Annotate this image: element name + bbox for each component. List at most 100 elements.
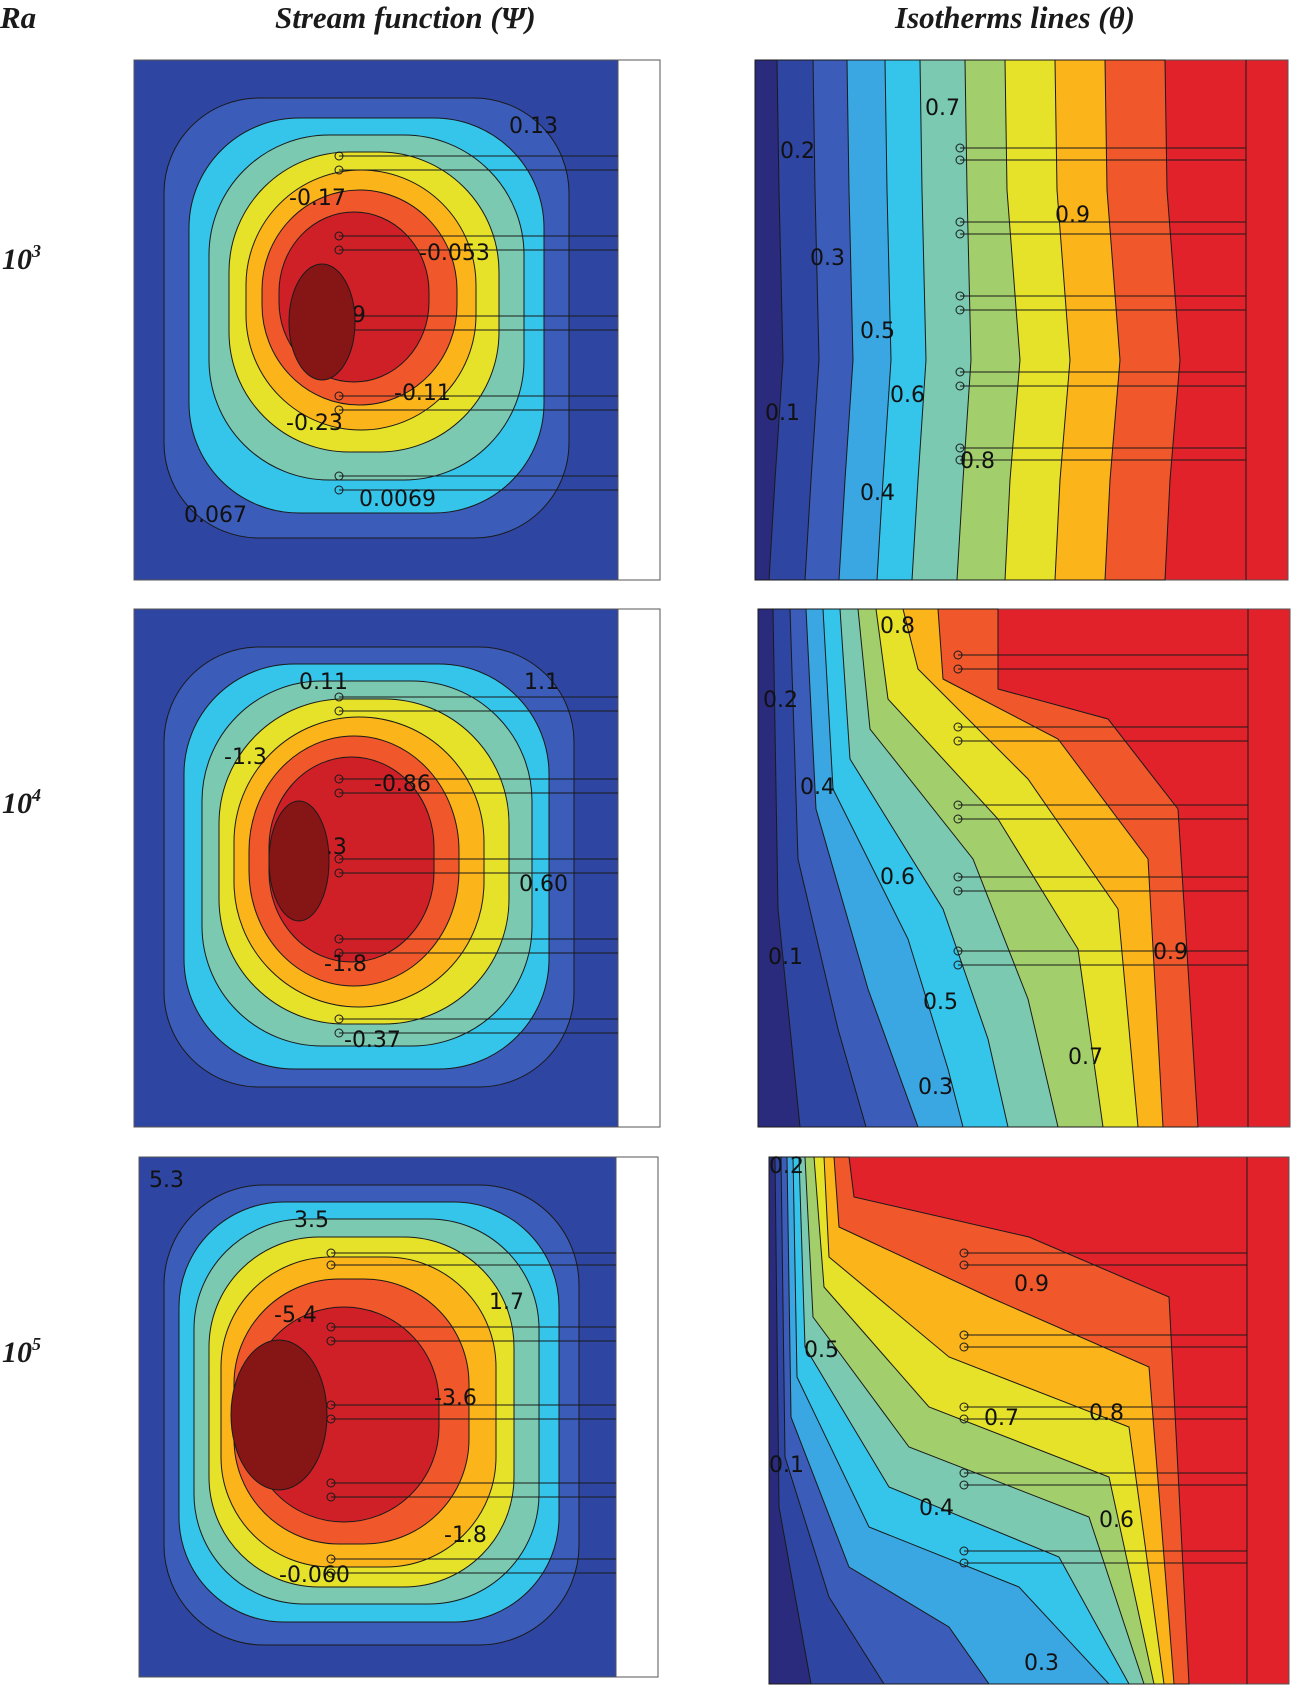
contour-label-7: 0.8 xyxy=(960,449,995,474)
contour-label-0: 0.13 xyxy=(509,114,558,139)
contour-label-6: 0.067 xyxy=(184,503,247,528)
streamline-head-9 xyxy=(953,960,963,970)
isotherm-band-0 xyxy=(768,1156,812,1685)
streamline-head-1 xyxy=(334,706,344,716)
contour-label-3: 0.3 xyxy=(810,246,845,271)
contour-core-1 xyxy=(268,800,330,922)
streamline-head-4 xyxy=(959,1402,969,1412)
contour-label-0: 0.2 xyxy=(769,1154,804,1179)
streamline-head-8 xyxy=(334,1014,344,1024)
contour-label-1: 0.2 xyxy=(763,688,798,713)
streamline-head-0 xyxy=(326,1248,336,1258)
contour-label-8: 0.3 xyxy=(1024,1651,1059,1676)
streamline-head-8 xyxy=(326,1554,336,1564)
streamline-head-0 xyxy=(334,151,344,161)
stream-plot-ra1e4: 0.111.1-1.3-0.86-2.30.60-1.8-0.37 xyxy=(133,608,661,1128)
streamline-head-9 xyxy=(955,455,965,465)
streamline-head-9 xyxy=(326,1568,336,1578)
contour-label-4: 0.1 xyxy=(768,945,803,970)
streamline-head-5 xyxy=(334,868,344,878)
isotherms-header: Isotherms lines (θ) xyxy=(895,0,1136,35)
contour-label-5: -0.23 xyxy=(286,411,343,436)
streamline-head-6 xyxy=(334,391,344,401)
contour-label-6: 0.1 xyxy=(765,401,800,426)
contour-label-0: 0.8 xyxy=(880,614,915,639)
contour-core-0 xyxy=(288,263,356,381)
contour-core-2 xyxy=(230,1339,328,1491)
streamline-head-2 xyxy=(334,774,344,784)
contour-label-3: -5.4 xyxy=(274,1303,317,1328)
contour-label-6: -1.8 xyxy=(324,952,367,977)
streamline-head-8 xyxy=(959,1546,969,1556)
streamline-head-3 xyxy=(953,736,963,746)
streamline-head-6 xyxy=(326,1478,336,1488)
streamline-head-7 xyxy=(959,1480,969,1490)
contour-label-2: -1.3 xyxy=(224,745,267,770)
streamline-head-7 xyxy=(334,405,344,415)
streamline-head-2 xyxy=(959,1330,969,1340)
streamline-head-1 xyxy=(334,165,344,175)
streamline-head-4 xyxy=(953,800,963,810)
contour-label-4: -3.6 xyxy=(434,1386,477,1411)
contour-label-4: 0.7 xyxy=(984,1406,1019,1431)
stream-svg-3: 5.33.51.7-5.4-3.6-7.1-1.8-0.060 xyxy=(138,1156,659,1678)
streamline-head-0 xyxy=(953,650,963,660)
contour-label-4: -0.11 xyxy=(394,381,451,406)
streamline-head-1 xyxy=(326,1260,336,1270)
contour-label-7: 0.4 xyxy=(919,1496,954,1521)
streamline-head-5 xyxy=(959,1414,969,1424)
streamline-head-9 xyxy=(334,485,344,495)
contour-label-0: 5.3 xyxy=(149,1168,184,1193)
ra-label-2: 104 xyxy=(2,785,41,820)
streamline-head-0 xyxy=(955,143,965,153)
isotherm-svg-2: 0.8 0.2 0.4 0.6 0.1 0.9 0.5 0.7 0.3 xyxy=(757,608,1291,1128)
streamline-head-1 xyxy=(955,155,965,165)
streamline-head-5 xyxy=(955,305,965,315)
streamline-head-6 xyxy=(959,1468,969,1478)
contour-label-7: -0.37 xyxy=(344,1028,401,1053)
isotherm-band-0 xyxy=(754,59,784,581)
contour-label-7: 0.7 xyxy=(1068,1045,1103,1070)
stream-plot-ra1e3: 0.13-0.17-0.053-0.29-0.11-0.230.0670.006… xyxy=(133,59,661,581)
contour-label-1: -0.17 xyxy=(289,186,346,211)
contour-label-7: -0.060 xyxy=(279,1563,350,1588)
contour-label-6: 0.6 xyxy=(1099,1508,1134,1533)
streamline-head-7 xyxy=(334,948,344,958)
streamline-head-6 xyxy=(334,934,344,944)
streamline-head-6 xyxy=(955,367,965,377)
isotherm-plot-ra1e3: 0.7 0.2 0.9 0.3 0.5 0.6 0.1 0.8 0.4 xyxy=(754,59,1289,581)
isotherm-band-0 xyxy=(757,608,801,1128)
ra-column-header: Ra xyxy=(0,0,37,35)
streamline-head-8 xyxy=(334,471,344,481)
contour-label-5: 0.60 xyxy=(519,872,568,897)
streamline-head-9 xyxy=(334,1028,344,1038)
contour-label-6: 0.5 xyxy=(923,990,958,1015)
streamline-head-5 xyxy=(953,814,963,824)
contour-label-2: -0.053 xyxy=(419,241,490,266)
contour-label-7: 0.0069 xyxy=(359,487,436,512)
contour-label-6: -1.8 xyxy=(444,1523,487,1548)
stream-function-header: Stream function (Ψ) xyxy=(275,0,536,35)
streamline-head-3 xyxy=(326,1336,336,1346)
streamline-head-4 xyxy=(334,854,344,864)
streamline-head-3 xyxy=(334,245,344,255)
contour-label-1: 1.1 xyxy=(524,670,559,695)
contour-label-2: 1.7 xyxy=(489,1290,524,1315)
contour-label-2: 0.9 xyxy=(1055,203,1090,228)
streamline-head-3 xyxy=(955,229,965,239)
streamline-head-3 xyxy=(334,788,344,798)
contour-label-1: 0.9 xyxy=(1014,1272,1049,1297)
streamline-head-0 xyxy=(959,1248,969,1258)
streamline-head-0 xyxy=(334,692,344,702)
contour-label-2: 0.5 xyxy=(804,1338,839,1363)
streamline-head-4 xyxy=(955,291,965,301)
streamline-head-7 xyxy=(955,381,965,391)
streamline-head-6 xyxy=(953,872,963,882)
stream-svg-2: 0.111.1-1.3-0.86-2.30.60-1.8-0.37 xyxy=(133,608,661,1128)
streamline-head-7 xyxy=(326,1492,336,1502)
contour-label-5: 0.1 xyxy=(769,1453,804,1478)
streamline-head-7 xyxy=(953,886,963,896)
contour-label-0: 0.7 xyxy=(925,96,960,121)
isotherm-plot-ra1e5: 0.2 0.9 0.5 0.8 0.7 0.1 0.6 0.4 0.3 xyxy=(768,1154,1290,1685)
streamline-head-2 xyxy=(955,217,965,227)
